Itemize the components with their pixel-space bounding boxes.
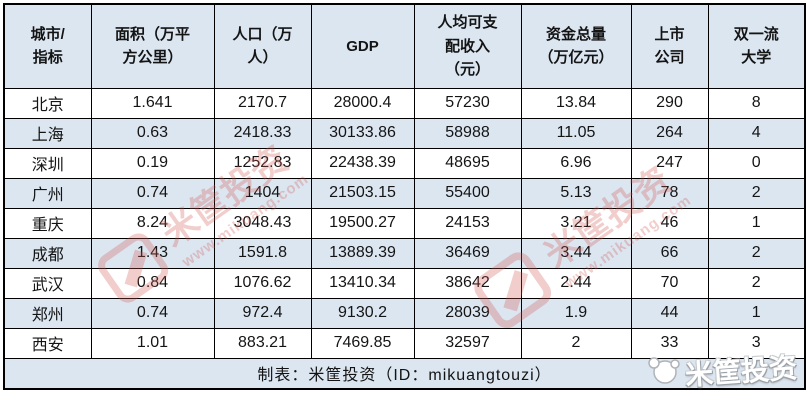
city-cell: 北京 — [3, 87, 92, 119]
value-cell: 78 — [630, 177, 709, 209]
value-cell: 1404 — [213, 177, 312, 209]
value-cell: 19500.27 — [310, 207, 415, 239]
value-cell: 1 — [707, 207, 806, 239]
value-cell: 1252.83 — [213, 147, 312, 179]
value-cell: 1591.8 — [213, 237, 312, 269]
table-row: 郑州 0.74 972.4 9130.2 28039 1.9 44 1 — [3, 297, 806, 329]
value-cell: 1076.62 — [213, 267, 312, 299]
value-cell: 38642 — [413, 267, 522, 299]
value-cell: 8.24 — [90, 207, 215, 239]
value-cell: 0.74 — [90, 177, 215, 209]
header-total-funds: 资金总量 （万亿元） — [520, 3, 632, 89]
value-cell: 66 — [630, 237, 709, 269]
header-disposable-income: 人均可支 配收入 （元） — [413, 3, 522, 89]
value-cell: 1 — [707, 297, 806, 329]
value-cell: 264 — [630, 117, 709, 149]
footer-row: 制表：米筐投资（ID：mikuangtouzi） — [3, 357, 806, 390]
value-cell: 58988 — [413, 117, 522, 149]
value-cell: 972.4 — [213, 297, 312, 329]
value-cell: 6.96 — [520, 147, 632, 179]
city-cell: 武汉 — [3, 267, 92, 299]
city-cell: 郑州 — [3, 297, 92, 329]
table-row: 上海 0.63 2418.33 30133.86 58988 11.05 264 4 — [3, 117, 806, 149]
value-cell: 33 — [630, 327, 709, 359]
value-cell: 13889.39 — [310, 237, 415, 269]
table-body: 北京 1.641 2170.7 28000.4 57230 13.84 290 8 上海 0.63… — [3, 87, 806, 359]
table-footer: 制表：米筐投资（ID：mikuangtouzi） — [3, 357, 806, 390]
value-cell: 3.44 — [520, 237, 632, 269]
value-cell: 0.19 — [90, 147, 215, 179]
city-cell: 西安 — [3, 327, 92, 359]
value-cell: 32597 — [413, 327, 522, 359]
value-cell: 46 — [630, 207, 709, 239]
header-listed-companies: 上市 公司 — [630, 3, 709, 89]
value-cell: 1.43 — [90, 237, 215, 269]
value-cell: 28000.4 — [310, 87, 415, 119]
city-cell: 重庆 — [3, 207, 92, 239]
value-cell: 4 — [707, 117, 806, 149]
table-row: 成都 1.43 1591.8 13889.39 36469 3.44 66 2 — [3, 237, 806, 269]
table-row: 西安 1.01 883.21 7469.85 32597 2 33 3 — [3, 327, 806, 359]
value-cell: 2 — [520, 327, 632, 359]
value-cell: 3048.43 — [213, 207, 312, 239]
table-header: 城市/ 指标 面积（万平 方公里） 人口（万 人） GDP 人均可支 配收入 （… — [3, 3, 806, 89]
value-cell: 3.21 — [520, 207, 632, 239]
header-population: 人口（万 人） — [213, 3, 312, 89]
value-cell: 22438.39 — [310, 147, 415, 179]
footer-credit: 制表：米筐投资（ID：mikuangtouzi） — [3, 357, 806, 390]
table-row: 重庆 8.24 3048.43 19500.27 24153 3.21 46 1 — [3, 207, 806, 239]
value-cell: 2 — [707, 237, 806, 269]
value-cell: 883.21 — [213, 327, 312, 359]
value-cell: 24153 — [413, 207, 522, 239]
value-cell: 1.9 — [520, 297, 632, 329]
value-cell: 48695 — [413, 147, 522, 179]
value-cell: 13.84 — [520, 87, 632, 119]
city-cell: 上海 — [3, 117, 92, 149]
city-cell: 广州 — [3, 177, 92, 209]
table-row: 北京 1.641 2170.7 28000.4 57230 13.84 290 8 — [3, 87, 806, 119]
header-row: 城市/ 指标 面积（万平 方公里） 人口（万 人） GDP 人均可支 配收入 （… — [3, 3, 806, 89]
value-cell: 3 — [707, 327, 806, 359]
value-cell: 2.44 — [520, 267, 632, 299]
header-gdp: GDP — [310, 3, 415, 89]
value-cell: 2418.33 — [213, 117, 312, 149]
value-cell: 11.05 — [520, 117, 632, 149]
city-cell: 深圳 — [3, 147, 92, 179]
value-cell: 0.63 — [90, 117, 215, 149]
value-cell: 2 — [707, 177, 806, 209]
value-cell: 44 — [630, 297, 709, 329]
table-row: 广州 0.74 1404 21503.15 55400 5.13 78 2 — [3, 177, 806, 209]
value-cell: 2 — [707, 267, 806, 299]
value-cell: 247 — [630, 147, 709, 179]
value-cell: 0.84 — [90, 267, 215, 299]
value-cell: 9130.2 — [310, 297, 415, 329]
table-row: 武汉 0.84 1076.62 13410.34 38642 2.44 70 2 — [3, 267, 806, 299]
value-cell: 7469.85 — [310, 327, 415, 359]
value-cell: 70 — [630, 267, 709, 299]
header-double-first-class: 双一流 大学 — [707, 3, 806, 89]
value-cell: 28039 — [413, 297, 522, 329]
value-cell: 30133.86 — [310, 117, 415, 149]
value-cell: 57230 — [413, 87, 522, 119]
value-cell: 0 — [707, 147, 806, 179]
value-cell: 1.641 — [90, 87, 215, 119]
value-cell: 5.13 — [520, 177, 632, 209]
value-cell: 55400 — [413, 177, 522, 209]
value-cell: 2170.7 — [213, 87, 312, 119]
value-cell: 13410.34 — [310, 267, 415, 299]
city-metrics-table: 城市/ 指标 面积（万平 方公里） 人口（万 人） GDP 人均可支 配收入 （… — [3, 3, 806, 390]
value-cell: 21503.15 — [310, 177, 415, 209]
value-cell: 1.01 — [90, 327, 215, 359]
value-cell: 36469 — [413, 237, 522, 269]
header-area: 面积（万平 方公里） — [90, 3, 215, 89]
city-cell: 成都 — [3, 237, 92, 269]
header-city-indicator: 城市/ 指标 — [3, 3, 92, 89]
value-cell: 0.74 — [90, 297, 215, 329]
value-cell: 8 — [707, 87, 806, 119]
value-cell: 290 — [630, 87, 709, 119]
table-row: 深圳 0.19 1252.83 22438.39 48695 6.96 247 0 — [3, 147, 806, 179]
